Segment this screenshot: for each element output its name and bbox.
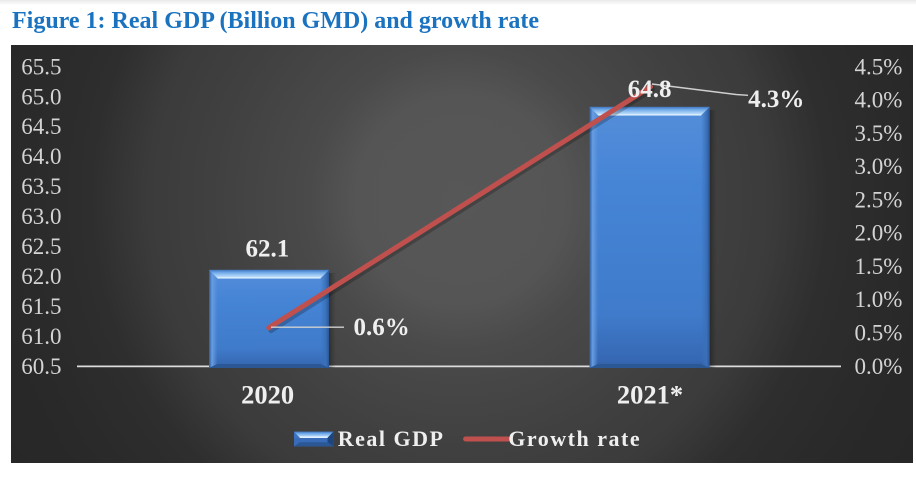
- svg-text:64.5: 64.5: [21, 114, 61, 139]
- svg-text:0.6%: 0.6%: [354, 314, 410, 341]
- svg-text:62.0: 62.0: [21, 264, 61, 289]
- svg-text:3.5%: 3.5%: [854, 121, 902, 146]
- svg-text:61.0: 61.0: [21, 324, 61, 349]
- svg-text:60.5: 60.5: [21, 354, 61, 379]
- svg-text:2.5%: 2.5%: [854, 187, 902, 212]
- svg-text:2021*: 2021*: [617, 379, 683, 409]
- svg-text:2020: 2020: [241, 379, 294, 409]
- svg-text:Real GDP: Real GDP: [338, 426, 445, 451]
- svg-text:4.0%: 4.0%: [854, 88, 902, 113]
- svg-text:62.1: 62.1: [246, 235, 290, 262]
- svg-text:4.5%: 4.5%: [854, 54, 902, 79]
- svg-text:64.0: 64.0: [21, 144, 61, 169]
- svg-text:3.0%: 3.0%: [854, 154, 902, 179]
- svg-text:65.0: 65.0: [21, 84, 61, 109]
- svg-text:63.0: 63.0: [21, 204, 61, 229]
- svg-text:1.5%: 1.5%: [854, 254, 902, 279]
- svg-text:65.5: 65.5: [21, 54, 61, 79]
- svg-text:63.5: 63.5: [21, 174, 61, 199]
- svg-text:1.0%: 1.0%: [854, 287, 902, 312]
- svg-text:0.0%: 0.0%: [854, 354, 902, 379]
- svg-text:62.5: 62.5: [21, 234, 61, 259]
- svg-text:4.3%: 4.3%: [748, 86, 804, 113]
- svg-text:61.5: 61.5: [21, 294, 61, 319]
- svg-text:64.8: 64.8: [628, 76, 672, 103]
- svg-text:Growth rate: Growth rate: [508, 426, 641, 451]
- svg-text:0.5%: 0.5%: [854, 321, 902, 346]
- svg-text:2.0%: 2.0%: [854, 221, 902, 246]
